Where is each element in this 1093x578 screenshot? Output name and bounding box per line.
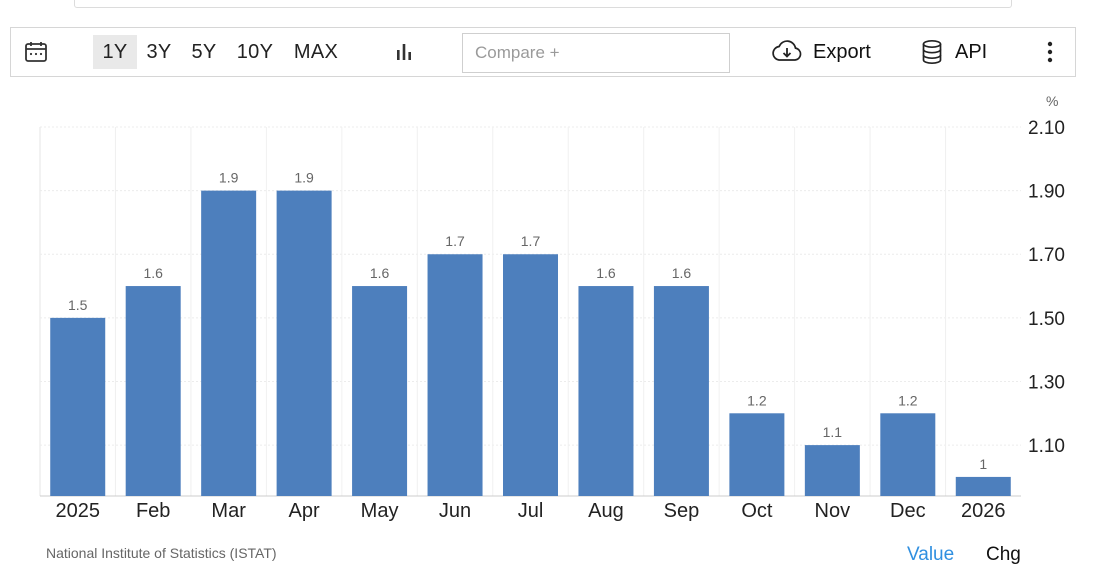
y-tick-label: 1.90 — [1028, 182, 1065, 203]
y-tick-label: 1.30 — [1028, 372, 1065, 393]
data-label: 1.9 — [219, 170, 239, 186]
export-button[interactable]: Export — [771, 35, 871, 69]
api-label: API — [955, 40, 988, 63]
data-label: 1.1 — [823, 424, 843, 440]
x-tick-label: 2026 — [961, 500, 1006, 522]
data-label: 1.5 — [68, 297, 88, 313]
y-tick-label: 2.10 — [1028, 118, 1065, 139]
chg-toggle[interactable]: Chg — [986, 544, 1021, 565]
bar — [880, 413, 936, 496]
bar — [653, 286, 709, 496]
bar — [352, 286, 408, 496]
bar — [276, 190, 332, 496]
bar — [50, 317, 106, 496]
api-button[interactable]: API — [921, 35, 987, 69]
data-label: 1.9 — [294, 170, 314, 186]
bar — [503, 254, 558, 496]
chart-toolbar: 1Y 3Y 5Y 10Y MAX Export — [10, 27, 1076, 77]
range-3y-button[interactable]: 3Y — [146, 40, 172, 63]
y-tick-label: 1.50 — [1028, 309, 1065, 330]
x-tick-label: Aug — [588, 500, 624, 522]
bar — [804, 445, 860, 496]
bar — [125, 286, 181, 496]
value-toggle[interactable]: Value — [907, 544, 955, 565]
x-tick-label: Feb — [136, 500, 170, 522]
bar-chart-icon[interactable] — [393, 35, 415, 69]
x-tick-label: Sep — [664, 500, 700, 522]
bar — [427, 254, 483, 496]
cloud-download-icon — [771, 40, 803, 64]
calendar-icon[interactable] — [23, 35, 49, 69]
data-label: 1.2 — [898, 392, 918, 408]
range-10y-button[interactable]: 10Y — [236, 40, 274, 63]
database-icon — [921, 39, 943, 65]
data-label: 1.6 — [596, 265, 616, 281]
y-tick-label: 1.10 — [1028, 436, 1065, 457]
x-tick-label: Jul — [518, 500, 544, 522]
data-label: 1.7 — [445, 233, 465, 249]
unit-label: % — [1046, 93, 1059, 109]
range-1y-button[interactable]: 1Y — [93, 35, 137, 69]
y-tick-label: 1.70 — [1028, 245, 1065, 266]
bar — [955, 476, 1011, 496]
x-tick-label: Jun — [439, 500, 471, 522]
data-label: 1.7 — [521, 233, 541, 249]
x-tick-label: Dec — [890, 500, 926, 522]
range-5y-button[interactable]: 5Y — [191, 40, 217, 63]
data-label: 1.6 — [672, 265, 692, 281]
range-max-button[interactable]: MAX — [293, 40, 339, 63]
data-label: 1 — [979, 456, 987, 472]
data-label: 1.2 — [747, 392, 767, 408]
data-label: 1.6 — [370, 265, 390, 281]
export-label: Export — [813, 40, 871, 63]
source-label: National Institute of Statistics (ISTAT) — [46, 545, 277, 561]
x-tick-label: May — [361, 500, 399, 522]
top-card-edge — [74, 0, 1012, 8]
x-tick-label: Apr — [289, 500, 320, 522]
bar — [578, 286, 634, 496]
bar — [201, 190, 257, 496]
x-tick-label: 2025 — [55, 500, 100, 522]
bar — [729, 413, 785, 496]
x-tick-label: Nov — [815, 500, 851, 522]
x-tick-label: Mar — [211, 500, 246, 522]
x-tick-label: Oct — [741, 500, 773, 522]
compare-input[interactable] — [462, 33, 730, 73]
more-vert-icon[interactable] — [1043, 35, 1057, 69]
data-label: 1.6 — [143, 265, 163, 281]
